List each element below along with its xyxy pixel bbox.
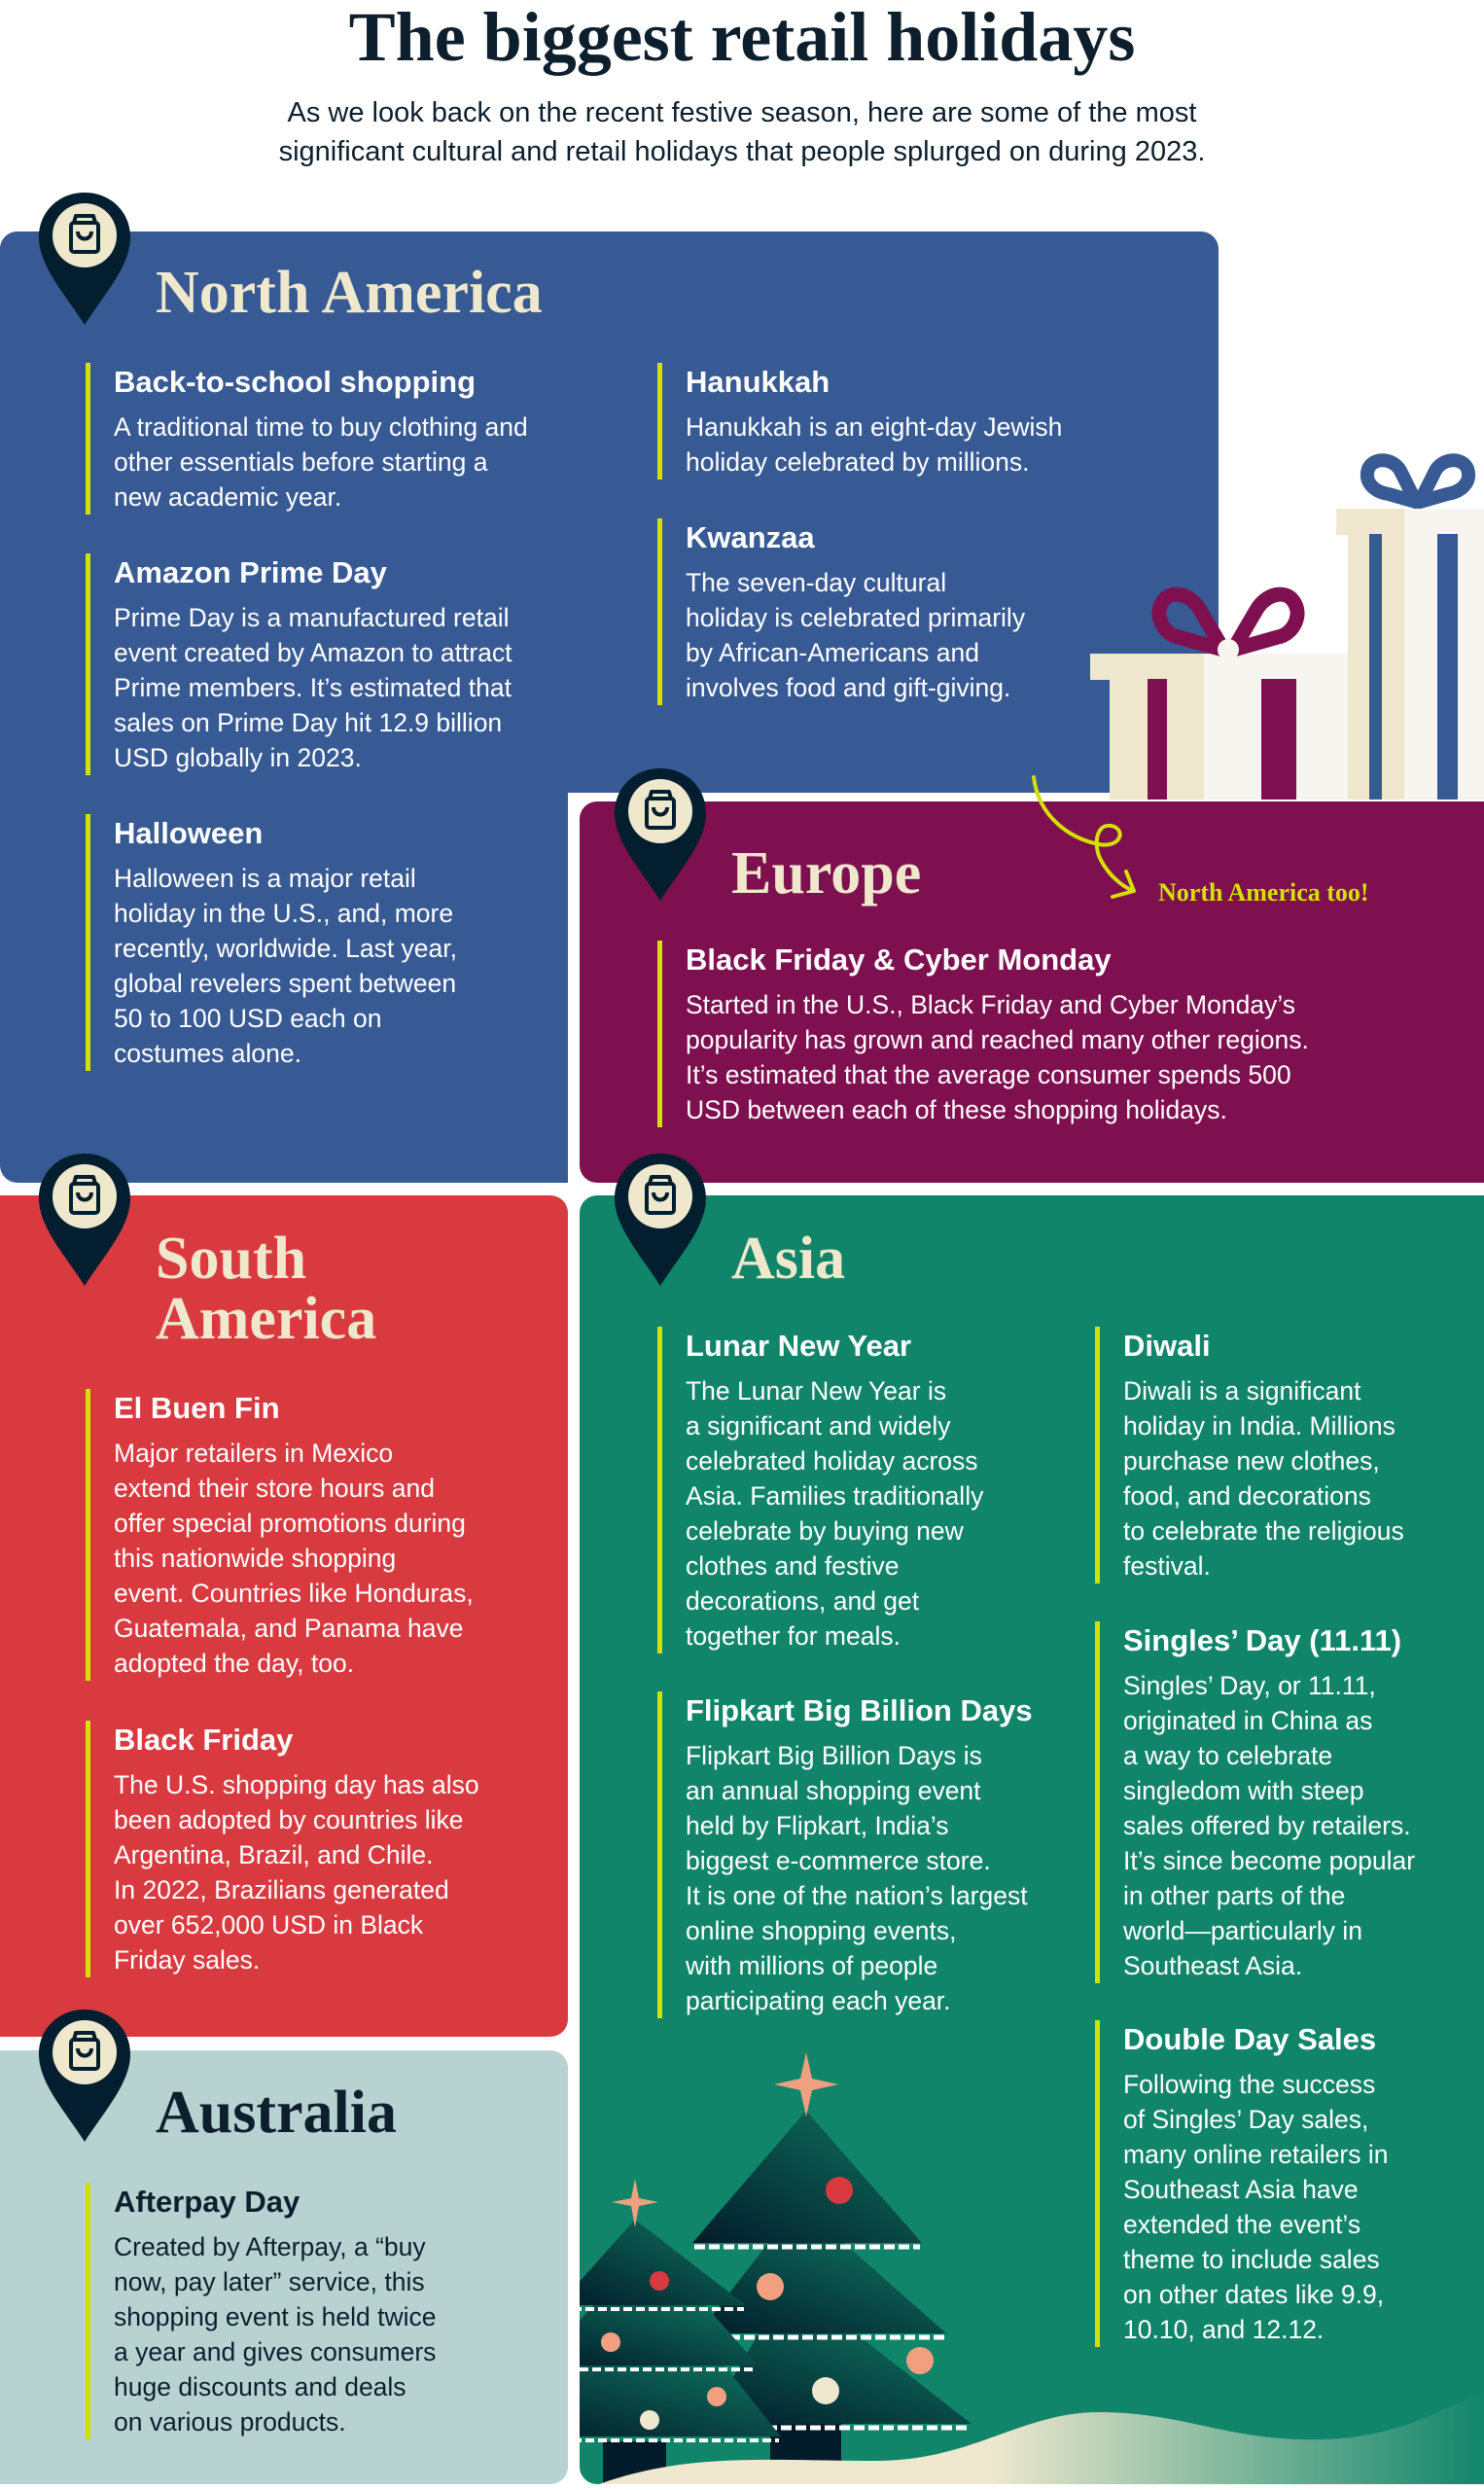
holiday-description: Following the success of Singles’ Day sa… [1123, 2070, 1389, 2344]
south-america-panel [0, 1195, 568, 2037]
holiday-name: Flipkart Big Billion Days [686, 1693, 1033, 1727]
holiday-name: Back-to-school shopping [114, 365, 476, 399]
holiday-item-north-america: Kwanzaa The seven-day cultural holiday is… [657, 518, 1025, 705]
region-title-south-america: South America [156, 1226, 377, 1352]
map-pin-shopping-bag-icon [37, 191, 132, 327]
holiday-description: Major retailers in Mexico extend their s… [114, 1439, 474, 1678]
holiday-description: Singles’ Day, or 11.11, originated in Ch… [1123, 1671, 1416, 1980]
holiday-name: Double Day Sales [1123, 2022, 1377, 2056]
map-pin-shopping-bag-icon [37, 2008, 132, 2144]
holiday-item-north-america: Amazon Prime Day Prime Day is a manufactu… [86, 553, 512, 775]
holiday-item-asia: Flipkart Big Billion Days Flipkart Big Bi… [657, 1691, 1033, 2018]
holiday-name: Halloween [114, 816, 264, 850]
holiday-name: Black Friday & Cyber Monday [686, 943, 1112, 977]
large-christmas-tree [692, 2052, 972, 2484]
map-pin-shopping-bag-icon [613, 766, 708, 903]
holiday-description: The U.S. shopping day has also been adop… [114, 1770, 479, 1974]
christmas-trees-illustration [580, 2052, 1484, 2484]
holiday-description: The Lunar New Year is a significant and … [686, 1376, 984, 1651]
holiday-item-north-america: Halloween Halloween is a major retail hol… [86, 814, 457, 1071]
holiday-description: Flipkart Big Billion Days is an annual s… [686, 1741, 1028, 2015]
page-subtitle: As we look back on the recent festive se… [278, 97, 1206, 167]
holiday-name: El Buen Fin [114, 1391, 280, 1425]
gift-box-purple-ribbon [1090, 587, 1348, 800]
region-title-asia: Asia [731, 1226, 846, 1292]
region-title-north-america: North America [156, 260, 543, 326]
gift-boxes-illustration [1090, 453, 1484, 800]
holiday-item-asia: Double Day Sales Following the success of… [1095, 2020, 1389, 2347]
asia-panel [580, 1195, 1484, 2484]
holiday-name: Lunar New Year [686, 1329, 912, 1363]
holiday-item-south-america: El Buen Fin Major retailers in Mexico ext… [86, 1389, 474, 1681]
holiday-description: Started in the U.S., Black Friday and Cy… [686, 990, 1309, 1124]
holiday-item-north-america: Hanukkah Hanukkah is an eight-day Jewish … [657, 363, 1062, 480]
holiday-item-asia: Singles’ Day (11.11) Singles’ Day, or 11.… [1095, 1621, 1415, 1983]
holiday-item-north-america: Back-to-school shopping A traditional tim… [86, 363, 528, 515]
north-america-panel-extension [0, 231, 568, 1183]
holiday-description: The seven-day cultural holiday is celebr… [686, 568, 1026, 702]
holiday-item-australia: Afterpay Day Created by Afterpay, a “buy … [86, 2183, 436, 2439]
holiday-item-south-america: Black Friday The U.S. shopping day has al… [86, 1721, 479, 1977]
holiday-name: Black Friday [114, 1723, 294, 1757]
holiday-description: Created by Afterpay, a “buy now, pay lat… [114, 2232, 437, 2437]
holiday-name: Diwali [1123, 1329, 1211, 1363]
gift-box-blue-ribbon [1336, 453, 1484, 800]
holiday-item-europe: Black Friday & Cyber Monday Started in th… [657, 941, 1309, 1127]
holiday-name: Afterpay Day [114, 2185, 300, 2219]
region-title-europe: Europe [731, 840, 922, 907]
map-pin-shopping-bag-icon [37, 1152, 132, 1288]
holiday-description: Halloween is a major retail holiday in t… [114, 864, 458, 1068]
holiday-description: Diwali is a significant holiday in India… [1123, 1376, 1404, 1581]
holiday-name: Hanukkah [686, 365, 830, 399]
north-america-too-note: North America too! [1158, 878, 1369, 907]
small-christmas-tree [580, 2179, 781, 2484]
holiday-description: Prime Day is a manufactured retail event… [114, 603, 512, 772]
holiday-description: A traditional time to buy clothing and o… [114, 412, 528, 512]
holiday-item-asia: Lunar New Year The Lunar New Year is a si… [657, 1327, 983, 1654]
map-pin-shopping-bag-icon [613, 1152, 708, 1288]
curly-arrow-icon [1032, 775, 1136, 899]
europe-panel [580, 801, 1484, 1183]
holiday-name: Singles’ Day (11.11) [1123, 1623, 1402, 1657]
page-title: The biggest retail holidays [348, 0, 1136, 76]
holiday-item-asia: Diwali Diwali is a significant holiday in… [1095, 1327, 1404, 1583]
holiday-name: Kwanzaa [686, 520, 815, 554]
holiday-name: Amazon Prime Day [114, 555, 387, 589]
region-title-australia: Australia [156, 2080, 397, 2146]
snow-hill [598, 2393, 1484, 2484]
holiday-description: Hanukkah is an eight-day Jewish holiday … [686, 412, 1063, 477]
